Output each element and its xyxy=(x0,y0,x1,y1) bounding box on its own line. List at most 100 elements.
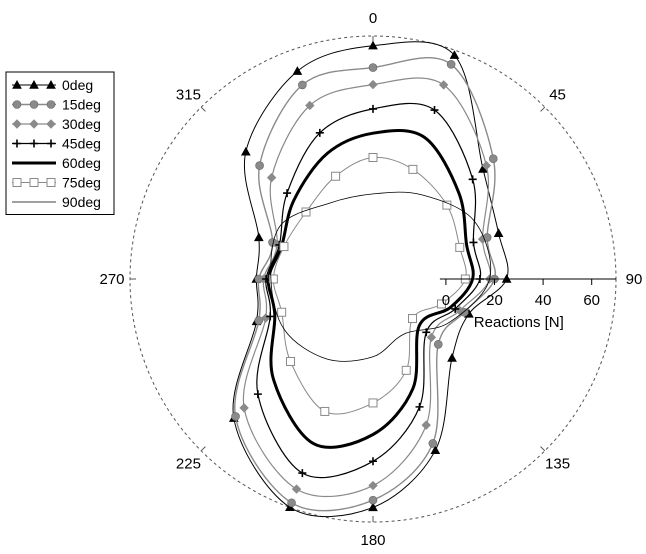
data-point-75deg xyxy=(268,274,278,284)
series-line-90deg xyxy=(270,191,492,362)
legend-swatch-marker xyxy=(30,139,38,148)
legend-label: 15deg xyxy=(62,97,101,113)
series-90deg xyxy=(270,191,492,362)
legend-swatch-marker xyxy=(13,139,21,148)
data-point-30deg xyxy=(438,80,449,90)
data-point-75deg xyxy=(437,299,447,309)
data-point-15deg xyxy=(254,316,264,325)
data-point-15deg xyxy=(298,80,307,90)
data-point-0deg xyxy=(449,50,460,59)
data-point-0deg xyxy=(447,353,457,362)
legend-swatch-marker xyxy=(46,119,56,129)
legend-label: 45deg xyxy=(62,136,101,152)
data-point-75deg xyxy=(368,398,378,408)
legend-label: 90deg xyxy=(62,194,101,210)
data-point-45deg xyxy=(469,238,478,247)
legend-swatch-marker xyxy=(29,79,39,89)
data-point-15deg xyxy=(368,63,378,72)
data-point-45deg xyxy=(369,104,377,113)
data-point-15deg xyxy=(446,60,456,69)
legend-swatch-marker xyxy=(29,178,39,187)
data-point-15deg xyxy=(231,412,240,421)
legend-item-15deg: 15deg xyxy=(12,97,101,113)
radial-axis: 0 20 40 60 Reactions [N] xyxy=(439,278,616,331)
legend-label: 0deg xyxy=(62,77,93,93)
data-point-45deg xyxy=(283,189,292,198)
legend-swatch-marker xyxy=(47,139,55,148)
data-point-75deg xyxy=(408,314,418,324)
data-point-75deg xyxy=(286,356,296,366)
series-line-30deg xyxy=(242,77,492,498)
legend: 0deg 15deg 30deg 45deg 60deg 75deg 90deg xyxy=(5,71,115,215)
data-point-30deg xyxy=(266,172,277,183)
radial-tick-label: 40 xyxy=(535,292,552,309)
series-30deg xyxy=(239,77,495,498)
data-point-45deg xyxy=(253,390,262,399)
series-line-0deg xyxy=(232,41,509,518)
data-point-75deg xyxy=(277,307,287,317)
data-point-45deg xyxy=(415,402,424,411)
data-point-30deg xyxy=(368,480,378,491)
data-point-30deg xyxy=(305,100,315,111)
series-60deg xyxy=(266,129,475,449)
angle-tick-label: 270 xyxy=(99,271,124,288)
data-point-75deg xyxy=(320,406,330,416)
data-point-45deg xyxy=(468,175,477,184)
data-point-0deg xyxy=(292,66,303,75)
data-point-15deg xyxy=(368,495,378,505)
angle-tick-label: 225 xyxy=(176,456,201,473)
data-point-15deg xyxy=(255,161,264,170)
data-point-45deg xyxy=(430,106,439,115)
legend-item-90deg: 90deg xyxy=(12,194,101,210)
legend-swatch-marker xyxy=(12,100,22,109)
data-point-75deg xyxy=(331,171,341,181)
legend-item-60deg: 60deg xyxy=(12,155,101,171)
angle-tick-mark xyxy=(540,106,546,112)
data-point-45deg xyxy=(298,469,307,478)
legend-swatch-marker xyxy=(12,178,22,187)
data-point-45deg xyxy=(315,128,324,137)
series-0deg xyxy=(228,40,512,518)
data-point-15deg xyxy=(428,439,438,448)
legend-label: 30deg xyxy=(62,116,101,132)
angle-tick-label: 45 xyxy=(549,86,566,103)
data-point-45deg xyxy=(266,312,275,321)
legend-swatch-marker xyxy=(29,100,39,109)
data-point-30deg xyxy=(239,403,249,413)
data-point-0deg xyxy=(493,228,504,237)
data-point-30deg xyxy=(426,332,437,343)
data-point-0deg xyxy=(253,232,264,242)
data-point-45deg xyxy=(451,304,460,313)
data-point-0deg xyxy=(368,502,378,512)
data-point-75deg xyxy=(279,242,289,252)
angle-tick-mark xyxy=(200,446,206,452)
data-point-75deg xyxy=(408,164,418,174)
data-point-75deg xyxy=(455,242,465,252)
data-point-30deg xyxy=(481,160,492,171)
data-point-30deg xyxy=(421,420,431,430)
angle-tick-mark xyxy=(200,106,206,112)
data-point-15deg xyxy=(488,154,498,164)
data-point-75deg xyxy=(401,365,411,375)
legend-item-0deg: 0deg xyxy=(12,77,93,93)
legend-swatch-marker xyxy=(46,100,56,109)
data-point-30deg xyxy=(291,484,302,494)
legend-swatch-marker xyxy=(46,178,56,187)
angle-tick-label: 0 xyxy=(369,10,377,27)
data-point-75deg xyxy=(368,153,378,162)
data-point-0deg xyxy=(368,40,378,50)
data-point-15deg xyxy=(287,498,296,508)
angle-tick-mark xyxy=(540,446,546,452)
radial-tick-label: 60 xyxy=(583,292,600,309)
data-point-45deg xyxy=(369,457,377,466)
legend-swatch-marker xyxy=(46,79,56,89)
data-point-0deg xyxy=(430,445,441,454)
legend-swatch-marker xyxy=(12,119,22,129)
angle-tick-label: 90 xyxy=(626,271,643,288)
polar-ticks xyxy=(130,36,616,522)
angle-tick-label: 180 xyxy=(360,532,385,549)
legend-label: 75deg xyxy=(62,175,101,191)
angle-tick-labels: 0 45 90 135 180 225 270 315 xyxy=(99,10,642,549)
